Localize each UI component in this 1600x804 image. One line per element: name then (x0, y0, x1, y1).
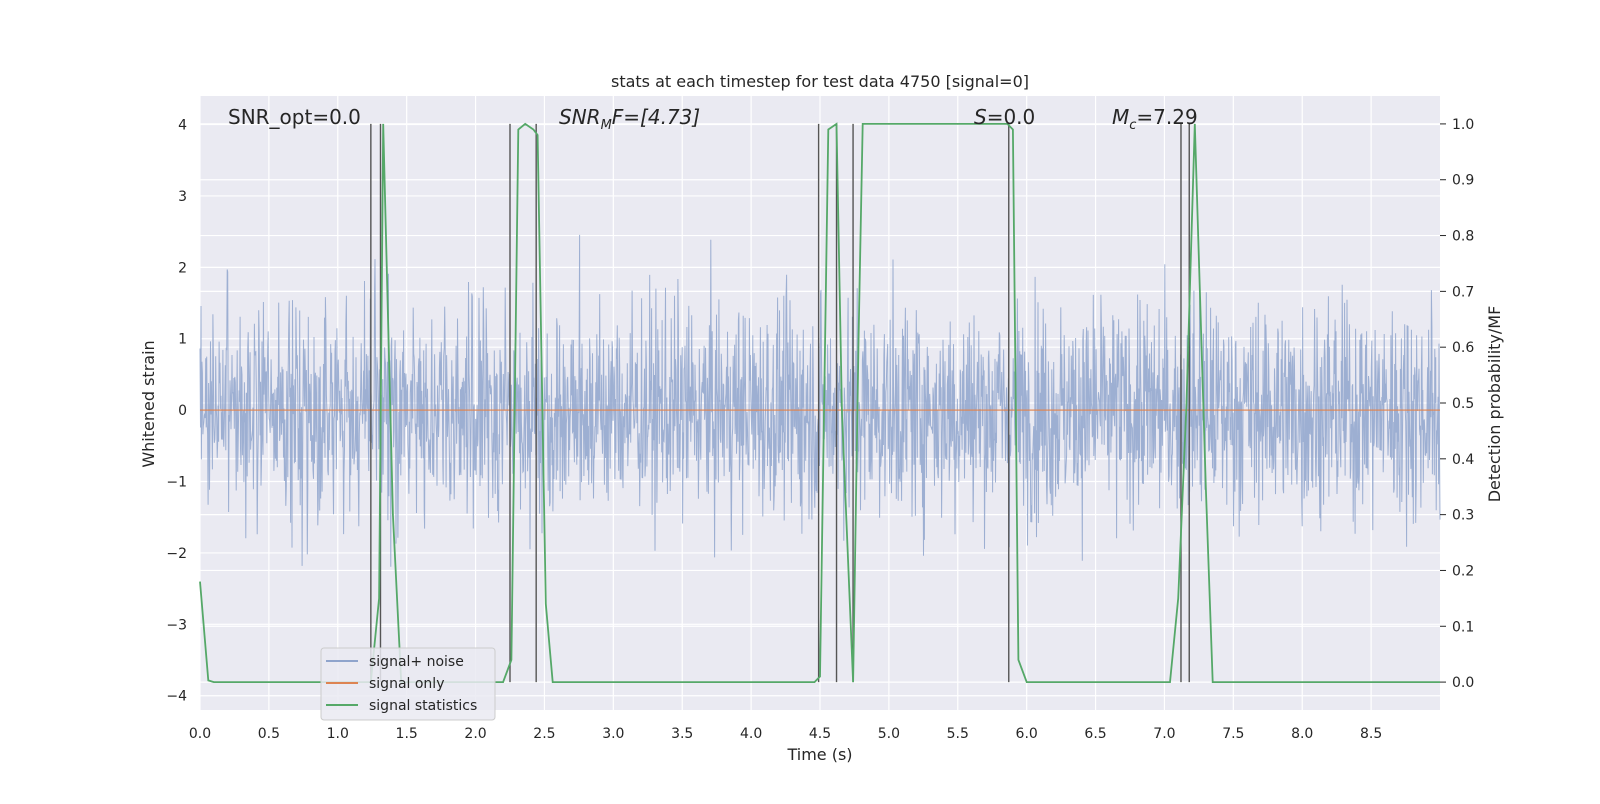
y-tick-label-left: 2 (178, 260, 187, 276)
annotation-s: S=0.0 (974, 105, 1035, 129)
y-tick-label-left: −2 (166, 546, 187, 562)
y-tick-label-right: 0.7 (1452, 284, 1474, 300)
x-tick-label: 7.0 (1153, 726, 1175, 742)
annotation-snr-opt: SNR_opt=0.0 (228, 105, 361, 129)
annotation-snr-mf-sub: M (601, 118, 612, 133)
signal-statistics-series (199, 122, 1440, 683)
y-tick-label-right: 0.2 (1452, 563, 1474, 579)
y-tick-label-left: 4 (178, 118, 187, 134)
x-tick-label: 8.5 (1360, 726, 1382, 742)
signal-statistics-line (199, 122, 1440, 683)
y-tick-label-right: 0.6 (1452, 340, 1474, 356)
legend: signal+ noise signal only signal statist… (320, 647, 496, 721)
x-tick-label: 2.5 (533, 726, 555, 742)
y-tick-label-right: 0.9 (1452, 173, 1474, 189)
x-tick-label: 0.5 (258, 726, 280, 742)
x-tick-label: 6.5 (1084, 726, 1106, 742)
chart-title: stats at each timestep for test data 475… (611, 72, 1029, 91)
y-axis-label-right: Detection probability/MF (1485, 306, 1504, 503)
legend-label-signal-only: signal only (369, 676, 444, 692)
annotation-s-rest: =0.0 (987, 105, 1036, 129)
x-tick-label: 1.5 (396, 726, 418, 742)
y-tick-label-left: 1 (178, 332, 187, 348)
y-tick-label-right: 1.0 (1452, 117, 1474, 133)
x-tick-label: 1.0 (327, 726, 349, 742)
annotation-snr-mf-main: SNR (559, 105, 601, 129)
signal-noise-line (199, 234, 1441, 567)
y-tick-label-left: −1 (166, 475, 187, 491)
x-tick-label: 3.0 (602, 726, 624, 742)
x-tick-label: 5.0 (878, 726, 900, 742)
annotation-mc: Mc=7.29 (1112, 105, 1198, 133)
annotation-mc-main: M (1112, 105, 1129, 129)
x-tick-label: 3.5 (671, 726, 693, 742)
x-tick-label: 6.0 (1016, 726, 1038, 742)
tick-labels: 0.0 0.5 1.0 1.5 2.0 2.5 3.0 3.5 4.0 4.5 5.0 5.5 6.0 6… (166, 117, 1474, 742)
annotation-s-main: S (974, 105, 987, 129)
x-tick-label: 8.0 (1291, 726, 1313, 742)
y-tick-label-right: 0.1 (1452, 619, 1474, 635)
annotation-snr-mf: SNRMF=[4.73] (559, 105, 700, 133)
annotation-mc-rest: =7.29 (1136, 105, 1197, 129)
x-tick-label: 2.0 (464, 726, 486, 742)
y-tick-label-right: 0.4 (1452, 452, 1474, 468)
y-tick-label-right: 0.5 (1452, 396, 1474, 412)
x-tick-label: 4.5 (809, 726, 831, 742)
y-tick-label-right: 0.8 (1452, 229, 1474, 245)
x-axis-label: Time (s) (786, 745, 852, 764)
x-tick-label: 0.0 (189, 726, 211, 742)
annotation-snr-mf-rest: F=[4.73] (612, 105, 700, 129)
signal-noise-series (199, 234, 1441, 567)
y-tick-label-left: 3 (178, 189, 187, 205)
y-axis-label-left: Whitened strain (139, 340, 158, 467)
y-tick-label-left: −3 (166, 617, 187, 633)
legend-label-noise: signal+ noise (369, 654, 464, 670)
legend-box (320, 647, 496, 721)
y-tick-label-right: 0.0 (1452, 675, 1474, 691)
y-tick-label-right: 0.3 (1452, 508, 1474, 524)
legend-label-statistics: signal statistics (369, 698, 477, 714)
y-tick-label-left: −4 (166, 689, 187, 705)
annotation-mc-sub: c (1129, 118, 1136, 133)
x-tick-label: 7.5 (1222, 726, 1244, 742)
x-tick-label: 5.5 (947, 726, 969, 742)
x-tick-label: 4.0 (740, 726, 762, 742)
y-tick-label-left: 0 (178, 403, 187, 419)
